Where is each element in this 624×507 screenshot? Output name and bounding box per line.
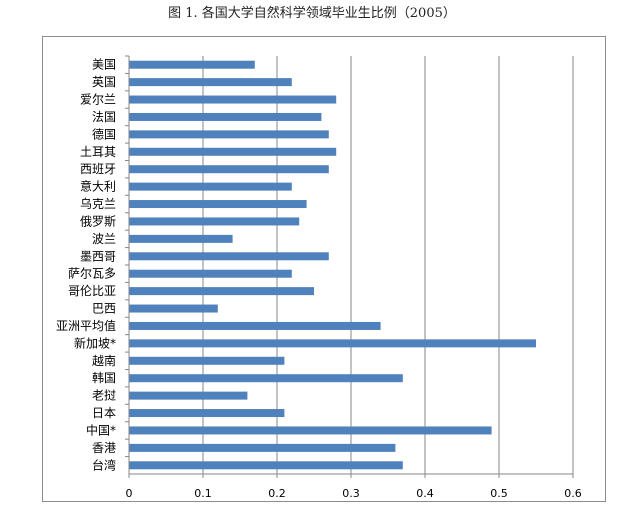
category-label: 日本 — [92, 406, 116, 420]
category-label: 萨尔瓦多 — [68, 266, 116, 281]
bar — [129, 234, 233, 243]
category-labels: 美国英国爱尔兰法国德国土耳其西班牙意大利乌克兰俄罗斯波兰墨西哥萨尔瓦多哥伦比亚巴… — [56, 58, 116, 473]
bar — [129, 95, 337, 104]
category-label: 波兰 — [92, 232, 116, 246]
category-label: 老挝 — [92, 389, 116, 403]
bars — [129, 60, 536, 470]
x-tick-label: 0.4 — [416, 487, 434, 500]
category-label: 台湾 — [92, 457, 116, 472]
category-label: 巴西 — [92, 302, 116, 316]
bar — [129, 78, 292, 87]
bar — [129, 130, 329, 139]
category-label: 土耳其 — [80, 145, 116, 159]
x-tick-label: 0.1 — [194, 487, 212, 500]
bar — [129, 409, 285, 418]
x-tick-label: 0.5 — [490, 487, 508, 500]
x-tick-label: 0.6 — [564, 487, 582, 500]
category-label: 亚洲平均值 — [56, 318, 116, 333]
bar — [129, 356, 285, 365]
tick-labels: 0 0.1 0.2 0.3 0.4 0.5 0.6 — [126, 487, 582, 500]
category-label: 墨西哥 — [80, 249, 116, 263]
category-label: 香港 — [92, 441, 116, 455]
x-tick-label: 0 — [126, 487, 133, 500]
x-tick-label: 0.2 — [268, 487, 286, 500]
bar — [129, 374, 403, 383]
x-tick-label: 0.3 — [342, 487, 360, 500]
category-label: 美国 — [92, 58, 116, 72]
bar — [129, 60, 255, 69]
bar — [129, 200, 307, 209]
axes — [125, 55, 574, 478]
category-label: 哥伦比亚 — [68, 283, 116, 298]
category-label: 中国* — [86, 422, 116, 437]
bar — [129, 147, 337, 156]
category-label: 乌克兰 — [80, 196, 116, 211]
category-label: 越南 — [92, 353, 116, 368]
gridlines — [202, 56, 574, 474]
category-label: 俄罗斯 — [80, 214, 116, 228]
bar — [129, 252, 329, 261]
category-label: 韩国 — [92, 370, 116, 385]
chart-title: 图 1. 各国大学自然科学领域毕业生比例（2005） — [168, 6, 456, 21]
bar — [129, 165, 329, 174]
bar — [129, 112, 322, 121]
bar — [129, 461, 403, 470]
bar — [129, 182, 292, 191]
category-label: 爱尔兰 — [80, 92, 116, 107]
category-label: 法国 — [92, 110, 116, 124]
category-label: 德国 — [92, 126, 116, 141]
bar — [129, 391, 248, 400]
bar — [129, 426, 492, 435]
bar — [129, 321, 381, 330]
bar — [129, 304, 218, 313]
bar — [129, 269, 292, 278]
category-label: 英国 — [92, 75, 116, 89]
bar — [129, 217, 300, 226]
category-label: 西班牙 — [80, 162, 116, 176]
category-label: 意大利 — [80, 179, 116, 194]
bar — [129, 339, 536, 348]
bar — [129, 443, 396, 452]
category-label: 新加坡* — [74, 335, 116, 350]
bar — [129, 287, 314, 296]
